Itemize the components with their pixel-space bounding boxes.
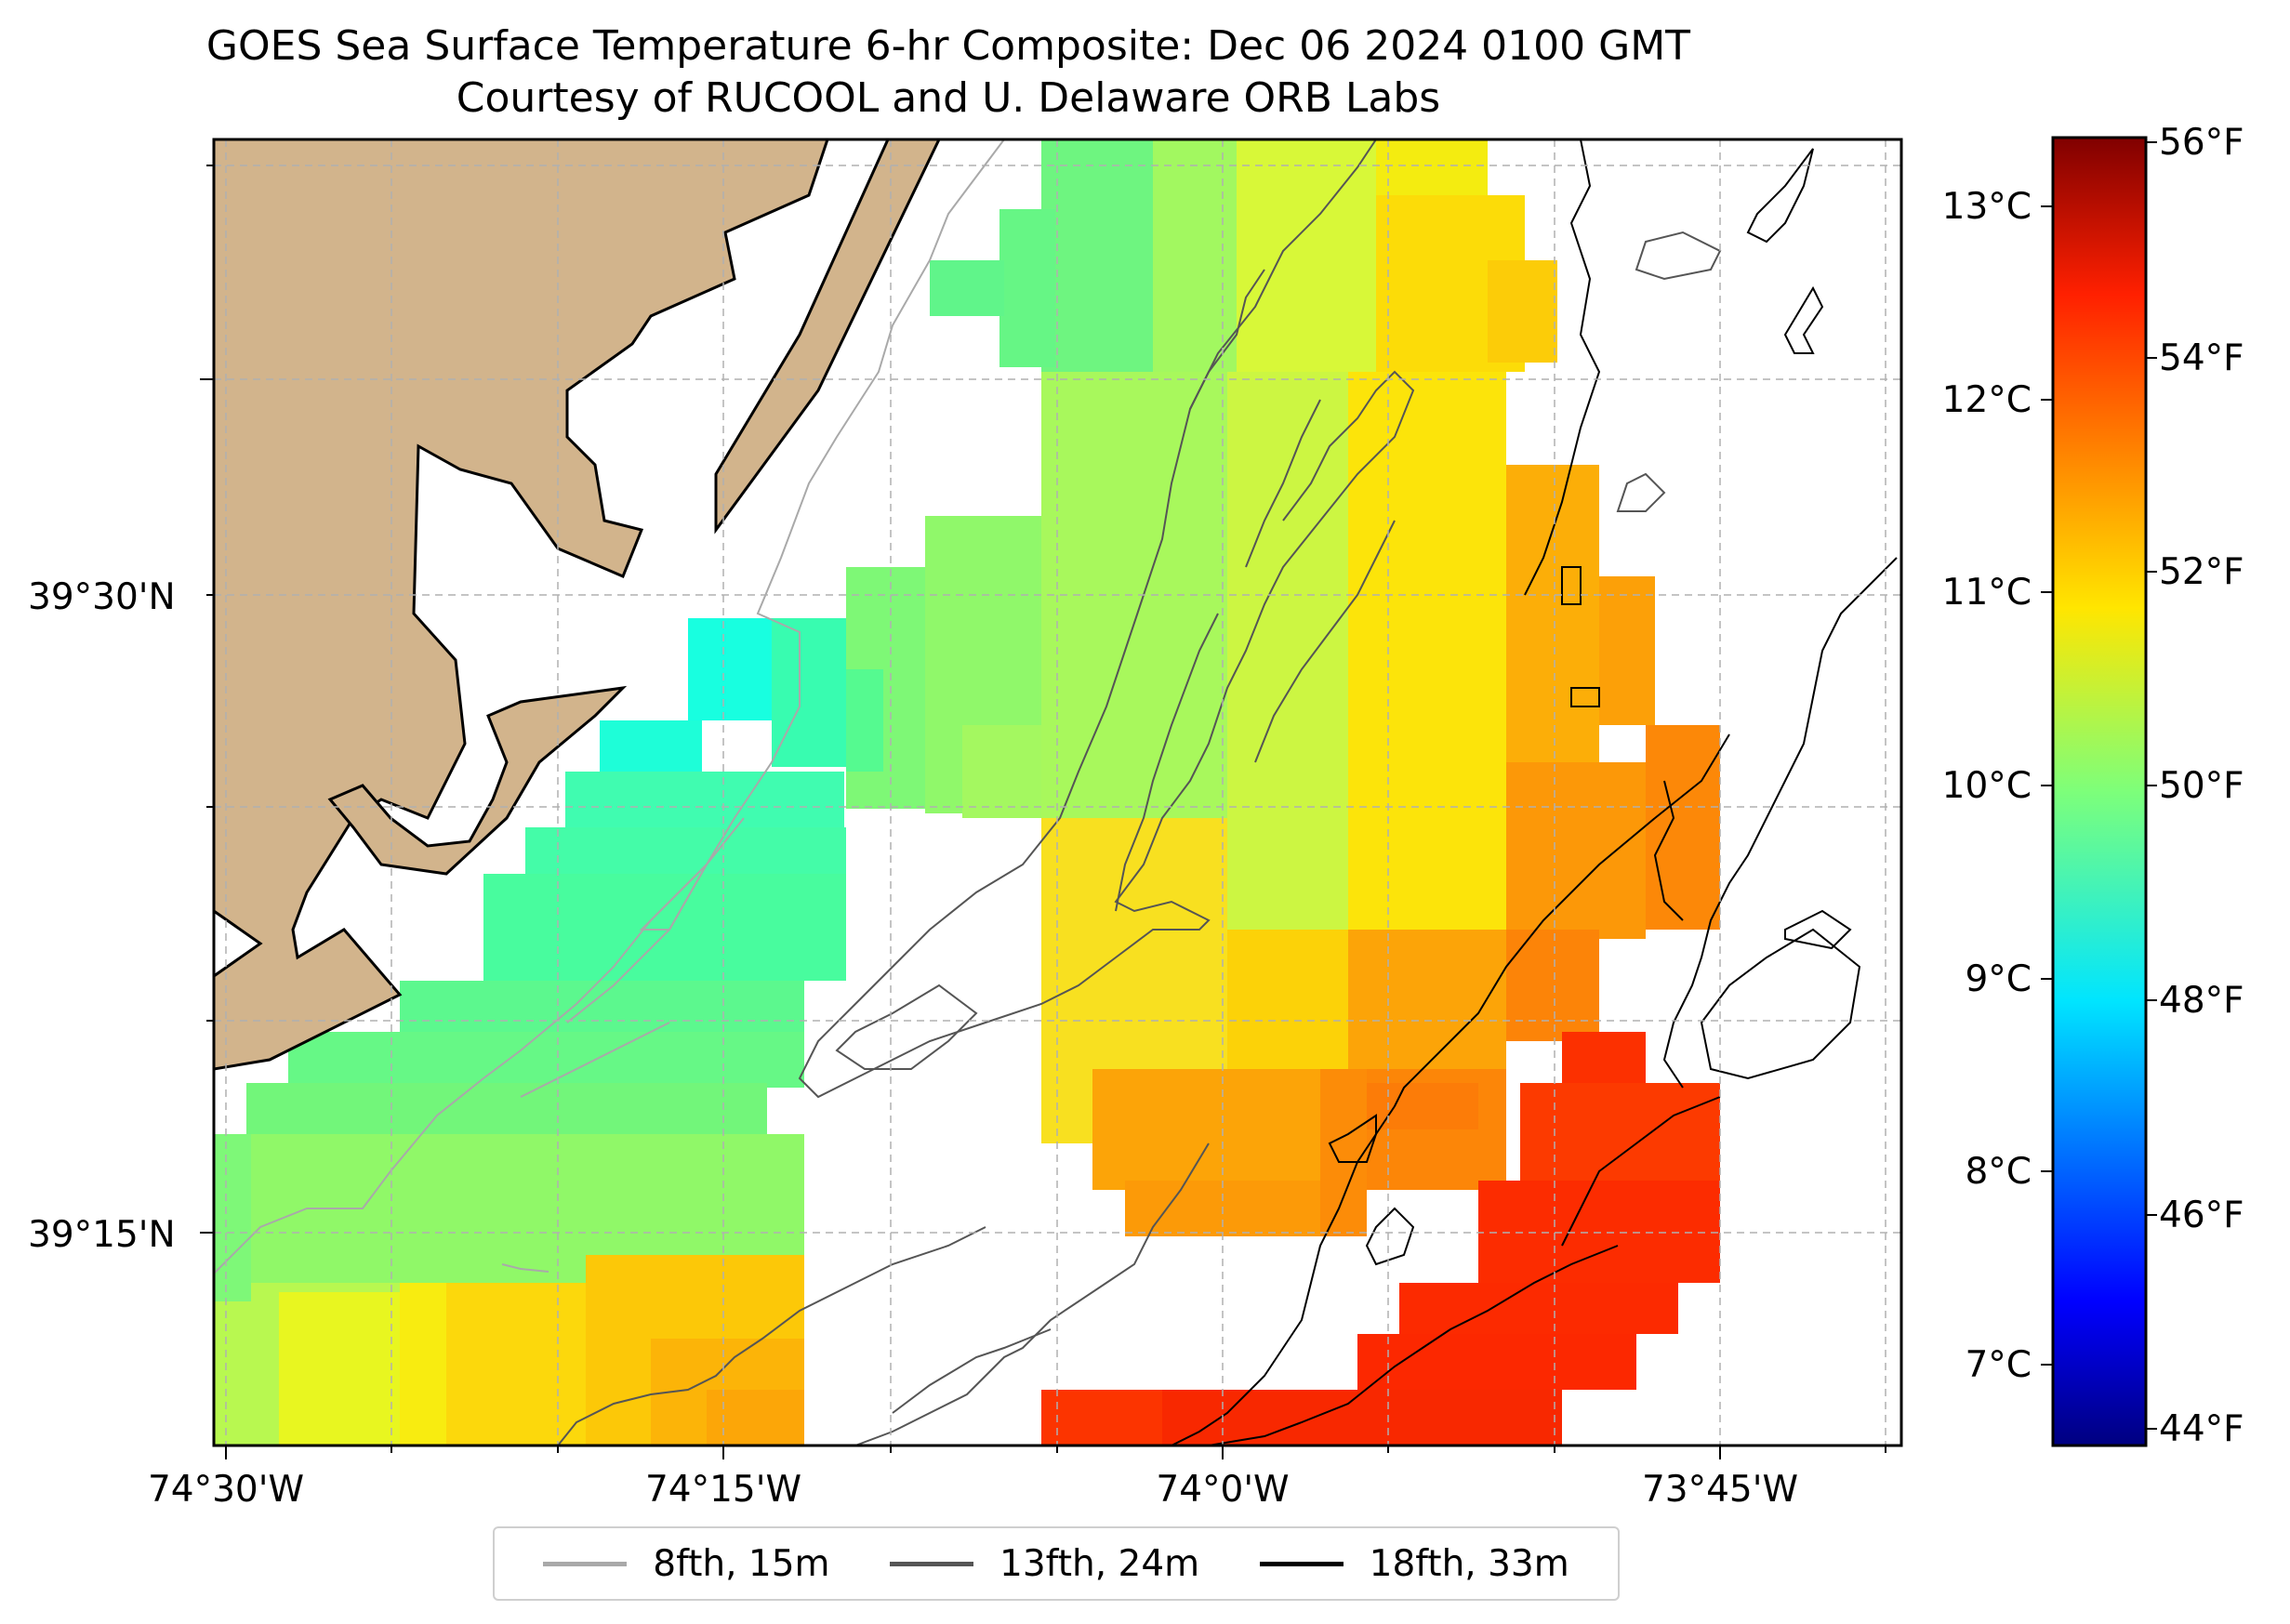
colorbar-f-label: 52°F: [2159, 551, 2244, 593]
colorbar-c-label: 9°C: [1965, 958, 2032, 1000]
colorbar-ticks: [2041, 141, 2157, 1430]
lon-label-74-0: 74°0'W: [1156, 1469, 1290, 1511]
coastline-land: [214, 139, 941, 1071]
lon-label-74-30: 74°30'W: [147, 1469, 305, 1511]
legend-label: 18fth, 33m: [1369, 1542, 1569, 1585]
legend-item-8fth: 8fth, 15m: [543, 1542, 830, 1585]
lat-label-39-30: 39°30'N: [28, 576, 176, 618]
lon-label-74-15: 74°15'W: [644, 1469, 802, 1511]
legend-item-18fth: 18fth, 33m: [1259, 1542, 1569, 1585]
bathymetry-contours: [214, 139, 1898, 1446]
colorbar: [2051, 136, 2148, 1447]
legend-label: 13fth, 24m: [999, 1542, 1200, 1585]
colorbar-f-label: 56°F: [2159, 122, 2244, 164]
axis-ticks: [200, 165, 1886, 1459]
lat-label-39-15: 39°15'N: [28, 1214, 176, 1256]
colorbar-f-label: 50°F: [2159, 765, 2244, 807]
colorbar-f-label: 44°F: [2159, 1408, 2244, 1450]
colorbar-c-label: 7°C: [1965, 1344, 2032, 1386]
colorbar-c-label: 11°C: [1941, 572, 2032, 614]
colorbar-c-label: 8°C: [1965, 1151, 2032, 1193]
colorbar-c-label: 13°C: [1941, 186, 2032, 228]
legend-line-medium: [890, 1561, 974, 1566]
colorbar-c-label: 12°C: [1941, 379, 2032, 421]
legend-label: 8fth, 15m: [653, 1542, 830, 1585]
map-gridlines: [214, 139, 1901, 1446]
colorbar-c-label: 10°C: [1941, 765, 2032, 807]
legend-item-13fth: 13fth, 24m: [890, 1543, 1199, 1585]
map-title: GOES Sea Surface Temperature 6-hr Compos…: [205, 22, 1691, 70]
legend-line-light: [543, 1561, 628, 1566]
colorbar-f-label: 46°F: [2159, 1195, 2244, 1236]
colorbar-f-label: 48°F: [2159, 980, 2244, 1022]
sst-raster: [214, 139, 1720, 1446]
contour-legend: 8fth, 15m 13fth, 24m 18fth, 33m: [493, 1526, 1620, 1601]
colorbar-f-label: 54°F: [2159, 337, 2244, 379]
lon-label-73-45: 73°45'W: [1641, 1469, 1799, 1511]
legend-line-dark: [1259, 1561, 1344, 1566]
map-subtitle: Courtesy of RUCOOL and U. Delaware ORB L…: [456, 74, 1441, 122]
